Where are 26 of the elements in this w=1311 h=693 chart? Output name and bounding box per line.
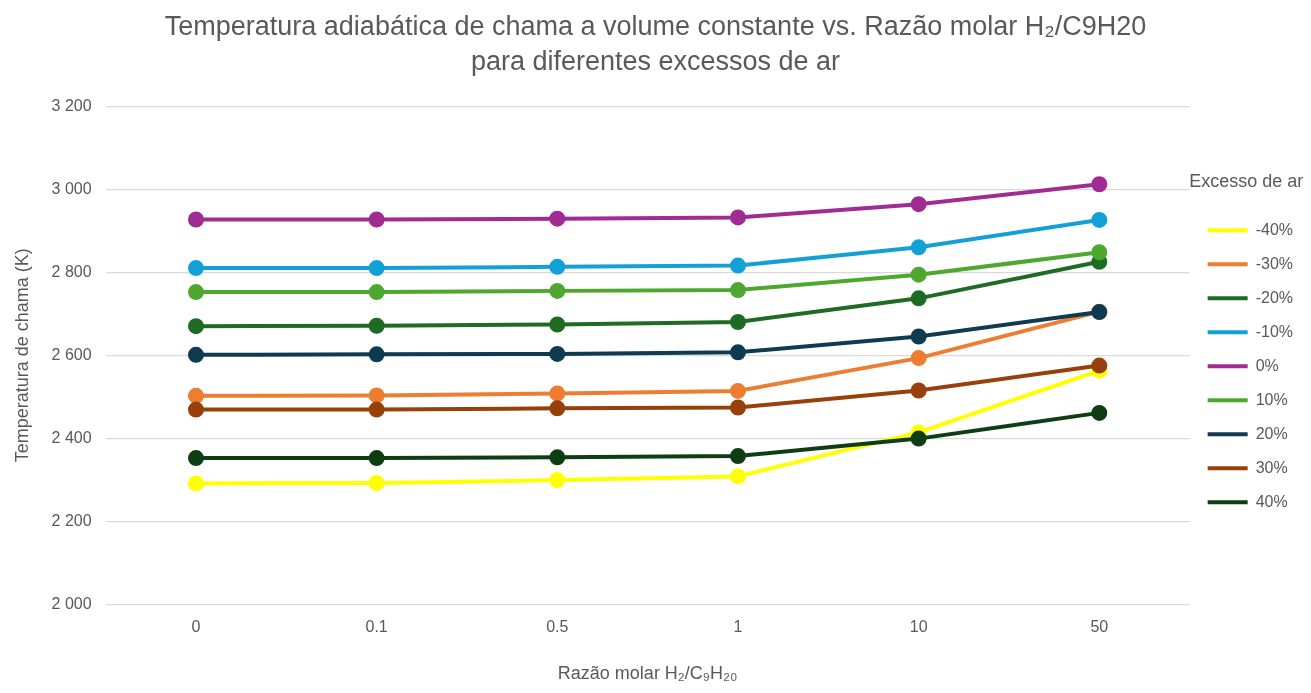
y-axis-title: Temperatura de chama (K)	[11, 248, 32, 463]
y-tick-label: 3 200	[51, 96, 92, 114]
legend-title: Excesso de ar	[1189, 170, 1304, 191]
x-tick-label: 1	[733, 618, 743, 636]
legend-label: 0%	[1255, 356, 1279, 374]
y-tick-label: 3 000	[51, 179, 92, 197]
x-tick-label: 0	[191, 618, 201, 636]
x-tick-label: 50	[1090, 618, 1109, 636]
x-tick-label: 10	[909, 618, 928, 636]
y-tick-label: 2 800	[51, 262, 92, 280]
x-axis-title: Razão molar H₂/C₉H₂₀	[557, 663, 738, 684]
legend-label: -30%	[1255, 254, 1294, 272]
y-tick-label: 2 200	[51, 511, 92, 529]
y-tick-label: 2 600	[51, 345, 92, 363]
chart-title: Temperatura adiabática de chama a volume constante vs. Razão molar H₂/C9H20 para diferentes excessos de ar	[164, 11, 1147, 77]
x-tick-label: 0.5	[546, 618, 569, 636]
x-tick-label: 0.1	[365, 618, 388, 636]
y-tick-label: 2 000	[51, 594, 92, 612]
legend-label: 10%	[1255, 390, 1288, 408]
legend-label: 30%	[1255, 458, 1288, 476]
y-tick-label: 2 400	[51, 428, 92, 446]
legend-label: -20%	[1255, 288, 1294, 306]
legend-label: 20%	[1255, 424, 1288, 442]
legend-label: -40%	[1255, 220, 1294, 238]
legend-label: 40%	[1255, 492, 1288, 510]
legend-label: -10%	[1255, 322, 1294, 340]
